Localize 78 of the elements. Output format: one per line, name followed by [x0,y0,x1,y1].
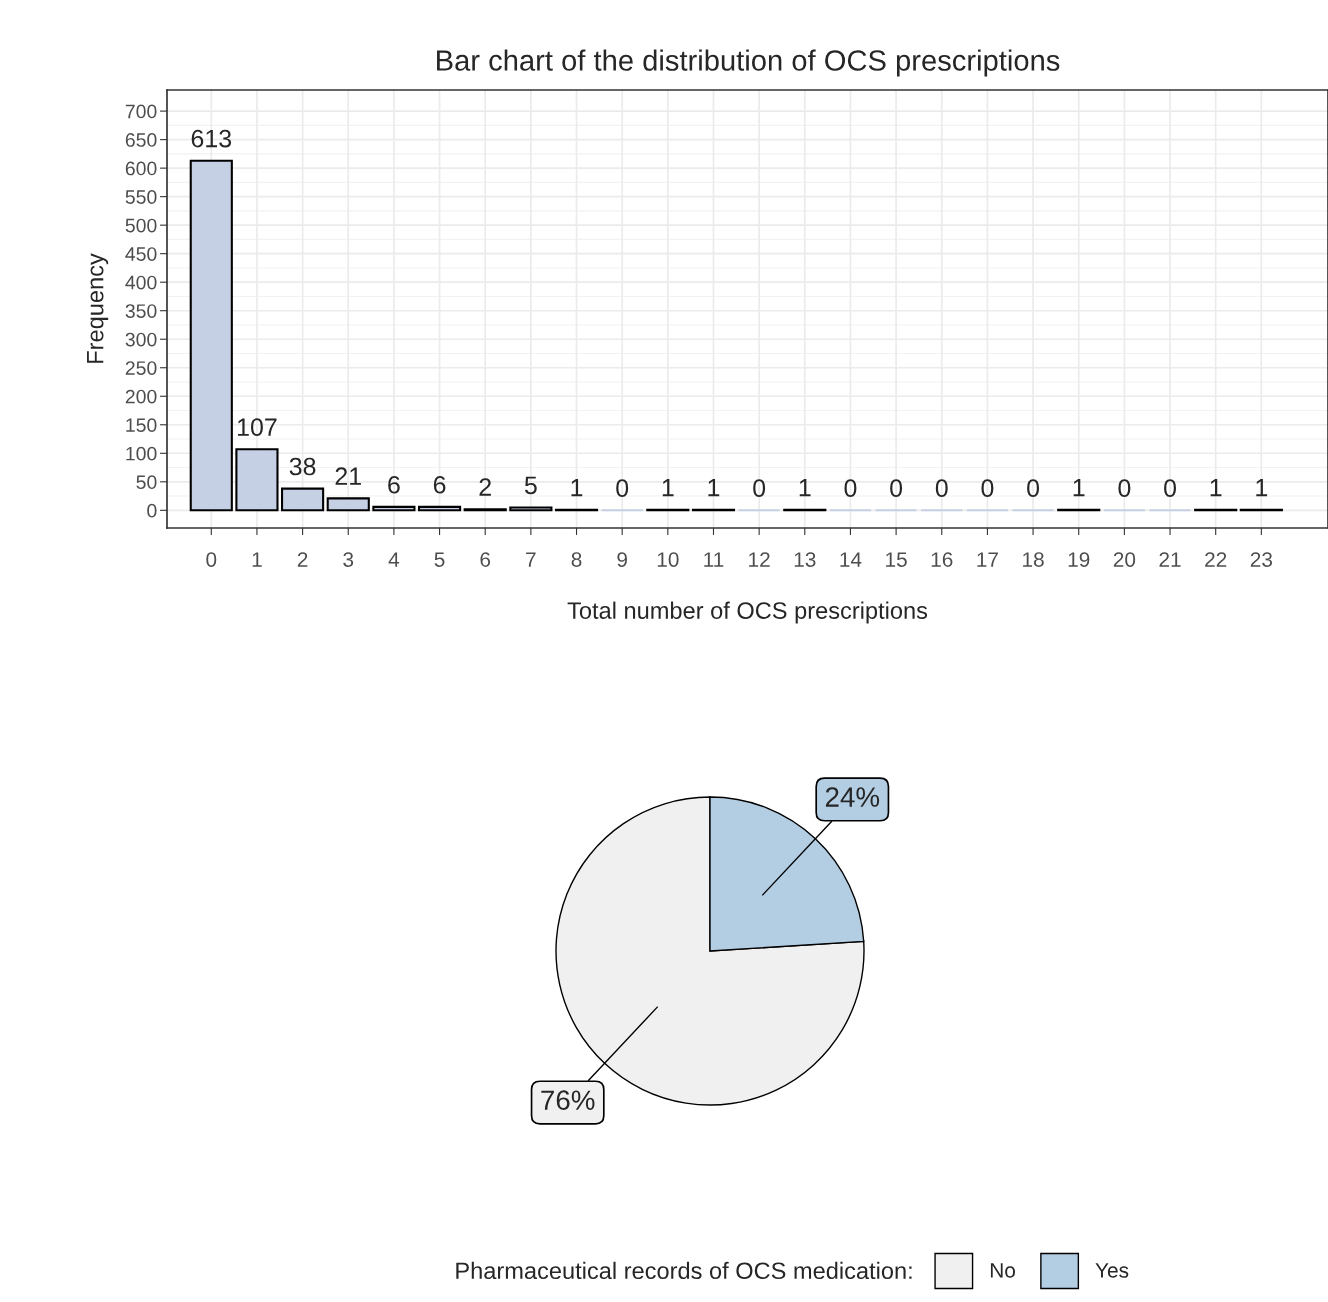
legend-label: Yes [1095,1263,1129,1278]
x-tick-label: 7 [526,552,536,567]
y-tick-label: 650 [125,133,157,147]
chart-title: Bar chart of the distribution of OCS prescriptions [437,49,1060,77]
x-tick-label: 15 [886,552,907,567]
data-label: 1 [571,479,583,497]
bar [326,497,370,512]
data-label: 1 [708,479,720,497]
y-tick-label: 350 [125,304,157,318]
y-tick-label: 400 [125,275,157,290]
legend-label: No [990,1263,1015,1278]
x-tick-label: 0 [206,552,217,567]
data-label: 0 [1027,479,1040,498]
x-tick-label: 16 [931,552,953,567]
data-label: 1 [1256,479,1268,497]
x-tick-label: 19 [1068,552,1090,567]
data-label: 1 [1210,479,1222,497]
x-tick-label: 5 [434,552,445,567]
y-tick-label: 600 [125,161,157,176]
x-tick-label: 20 [1113,552,1136,567]
bar [281,487,325,512]
data-label: 0 [935,479,948,498]
data-label: 0 [616,479,629,498]
data-label: 1 [799,479,811,497]
bar [189,159,233,512]
y-axis-title: Frequency [87,253,109,363]
x-tick-label: 21 [1159,552,1181,567]
data-label: 21 [335,467,361,485]
y-tick-label: 200 [125,389,157,404]
x-tick-label: 18 [1023,552,1044,567]
x-tick-label: 1 [252,552,262,567]
data-label: 613 [191,129,232,148]
y-tick-label: 50 [136,475,157,490]
data-label: 2 [479,478,491,496]
data-label: 1 [662,479,674,497]
x-axis-title: Total number of OCS prescriptions [567,601,928,624]
y-tick-label: 0 [147,503,157,518]
data-label: 5 [524,476,537,495]
data-label: 0 [981,479,994,498]
y-tick-label: 700 [125,104,157,119]
y-tick-label: 500 [125,218,157,233]
data-label: 38 [289,457,316,476]
data-label: 76% [541,1090,595,1111]
bar [235,448,279,512]
y-tick-label: 550 [125,190,157,204]
data-label: 0 [1164,479,1177,498]
y-tick-label: 100 [126,446,157,461]
bar [509,506,553,512]
x-tick-label: 22 [1205,552,1227,567]
data-label: 24% [825,787,880,807]
legend-title: Pharmaceutical records of OCS medication: [456,1261,912,1280]
x-tick-label: 4 [388,552,400,567]
y-tick-label: 300 [125,332,157,347]
data-label: 0 [753,479,766,498]
x-tick-label: 2 [297,552,308,567]
y-tick-label: 250 [125,361,157,375]
data-label: 0 [844,479,857,498]
bar [417,505,462,512]
data-label: 0 [890,479,903,498]
x-tick-label: 17 [977,552,998,567]
x-tick-label: 13 [794,552,816,567]
data-label: 6 [433,475,446,494]
data-label: 107 [237,418,277,437]
y-tick-label: 150 [126,418,157,433]
x-tick-label: 10 [657,552,679,567]
x-tick-label: 8 [571,552,582,567]
x-tick-label: 9 [617,552,627,567]
x-tick-label: 3 [343,552,354,567]
x-tick-label: 6 [480,552,491,567]
x-tick-label: 12 [749,552,770,567]
x-tick-label: 23 [1250,552,1273,567]
x-tick-label: 14 [840,552,862,567]
x-tick-label: 11 [704,552,724,567]
data-label: 6 [388,475,400,494]
data-label: 0 [1118,479,1131,498]
data-label: 1 [1073,479,1085,497]
y-tick-label: 450 [125,247,157,261]
bar [372,505,416,512]
